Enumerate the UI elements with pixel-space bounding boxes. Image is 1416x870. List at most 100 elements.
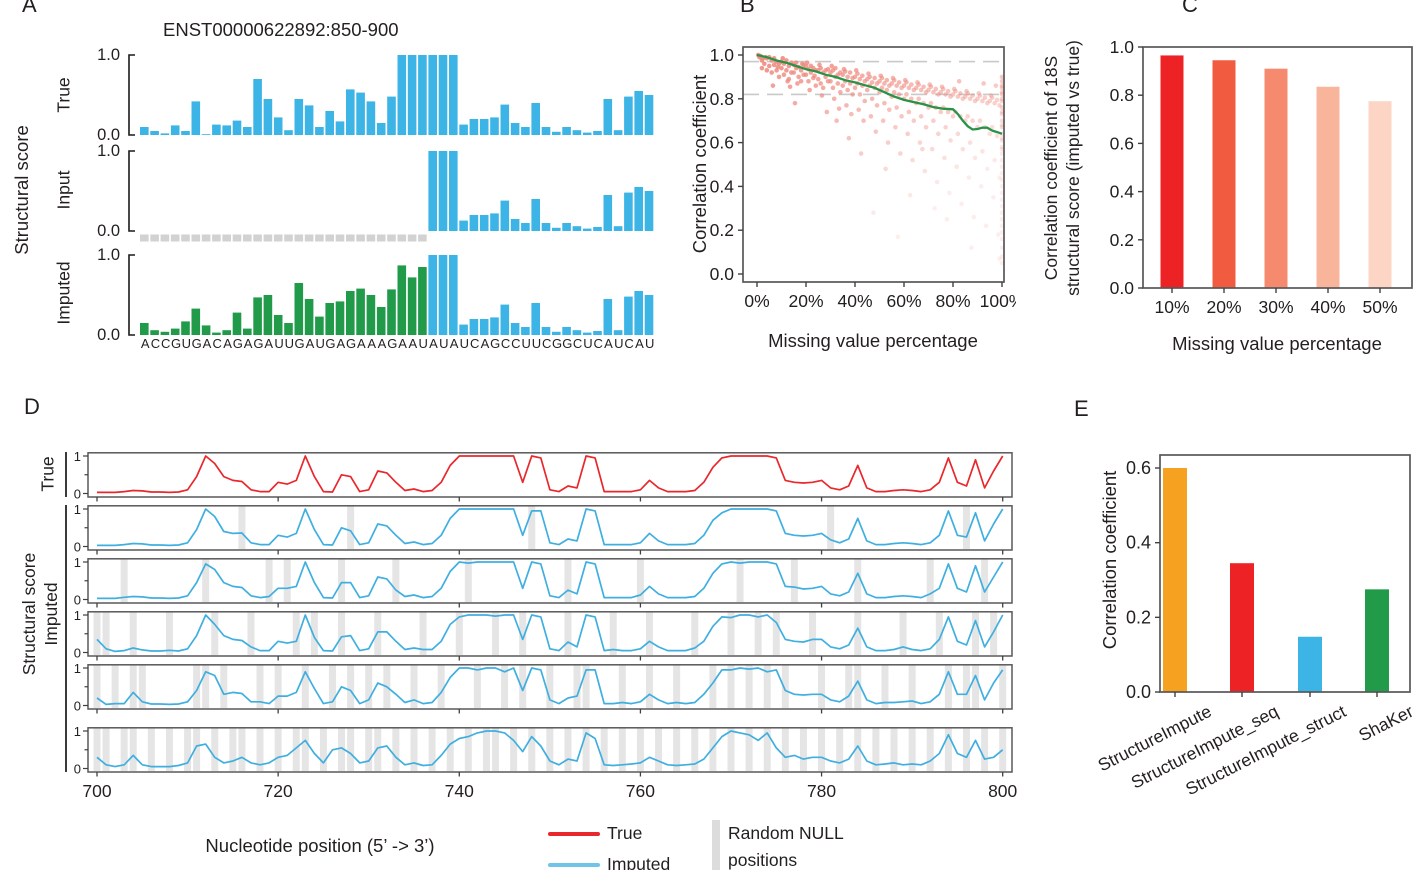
- tick-label: 0.2: [1126, 607, 1151, 627]
- tick-label: 1: [74, 558, 81, 570]
- tick-label: 30%: [1258, 297, 1293, 317]
- sequence-letter: U: [439, 336, 449, 351]
- sequence-letter: A: [429, 336, 438, 351]
- panel-d-row-chart-3: 10: [74, 611, 1013, 661]
- sequence-letter: A: [223, 336, 232, 351]
- sequence-letter: G: [562, 336, 573, 351]
- sequence-letter: G: [346, 336, 357, 351]
- sequence-letter: A: [398, 336, 407, 351]
- panel-d-row-chart-1: 10: [74, 505, 1013, 555]
- tick-label: 0.2: [710, 220, 734, 240]
- panel-d-xtick-label: 720: [263, 781, 293, 801]
- panel-c-xlabel: Missing value percentage: [1172, 333, 1382, 354]
- tick-label: 1.0: [710, 45, 735, 65]
- sequence-letter: C: [511, 336, 521, 351]
- sequence-letter: C: [212, 336, 222, 351]
- panel-a-ytick: 0.0: [97, 222, 120, 240]
- sequence-letter: A: [635, 336, 644, 351]
- sequence-letter: U: [181, 336, 192, 351]
- tick-label: 0: [74, 540, 81, 555]
- tick-label: 1: [74, 727, 81, 739]
- panel-a-rowlabel-imputed: Imputed: [53, 261, 74, 325]
- sequence-letter: C: [624, 336, 634, 351]
- sequence-letter: U: [274, 336, 284, 351]
- sequence-letter: A: [367, 336, 377, 351]
- tick-label: 10%: [1154, 297, 1189, 317]
- panel-d-xtick-label: 700: [82, 781, 112, 801]
- panel-a-chart-input: [128, 150, 654, 242]
- sequence-letter: A: [336, 336, 346, 351]
- sequence-letter: U: [645, 336, 655, 351]
- sequence-letter: U: [418, 336, 428, 351]
- panel-d-row-chart-2: 10: [74, 558, 1013, 608]
- sequence-letter: G: [170, 336, 182, 351]
- panel-d-rowlabel-true: True: [37, 456, 58, 492]
- sequence-letter: U: [521, 336, 531, 351]
- panel-a-ytick: 1.0: [97, 46, 120, 64]
- sequence-letter: A: [480, 336, 490, 351]
- sequence-letter: G: [294, 336, 305, 351]
- panel-d-row-chart-0: 10: [74, 452, 1013, 502]
- panel-d-label: D: [24, 394, 40, 419]
- sequence-letter: G: [490, 336, 501, 351]
- tick-label: 1: [74, 452, 81, 464]
- panel-c-label: C: [1182, 0, 1198, 17]
- panel-d-xlabel: Nucleotide position (5’ -> 3’): [205, 835, 435, 856]
- sequence-letter: U: [531, 336, 542, 351]
- sequence-letter: C: [593, 336, 603, 351]
- panel-b-label: B: [740, 0, 755, 17]
- sequence-letter: A: [604, 336, 613, 351]
- sequence-letter: A: [377, 336, 387, 351]
- sequence-letter: C: [469, 336, 480, 351]
- tick-label: 0: [74, 487, 81, 502]
- tick-label: 50%: [1362, 297, 1397, 317]
- sequence-letter: G: [387, 336, 398, 351]
- tick-label: 0.2: [1110, 230, 1134, 250]
- tick-label: 40%: [1310, 297, 1345, 317]
- legend-true-label: True: [607, 823, 643, 843]
- legend-imputed-line-swatch: [548, 863, 600, 867]
- tick-label: 40%: [837, 291, 872, 311]
- sequence-letter: A: [243, 336, 253, 351]
- sequence-letter: U: [459, 336, 470, 351]
- tick-label: 0.6: [1126, 458, 1151, 478]
- tick-label: 100%: [980, 291, 1016, 311]
- panel-a-chart-imputed: [128, 254, 654, 336]
- tick-label: 20%: [1206, 297, 1241, 317]
- panel-d-row-chart-4: 10: [74, 664, 1013, 714]
- panel-e-label: E: [1074, 396, 1089, 421]
- panel-d-row-chart-5: 10: [74, 727, 1013, 777]
- sequence-letter: U: [284, 336, 294, 351]
- tick-label: 0: [74, 762, 81, 777]
- panel-d-xtick-label: 780: [806, 781, 837, 801]
- sequence-letter: U: [583, 336, 593, 351]
- sequence-letter: C: [150, 336, 161, 351]
- legend-true-line-swatch: [548, 832, 600, 836]
- panel-a-ytick: 1.0: [97, 246, 120, 264]
- sequence-letter: A: [357, 336, 366, 351]
- panel-a-ytick: 0.0: [97, 126, 120, 144]
- panel-c-chart: 10% 20% 30% 40% 50% 0.0 0.2 0.4 0.6 0.8 1.0: [1110, 40, 1413, 317]
- legend-null-label: Random NULL positions: [728, 823, 844, 870]
- sequence-letter: C: [500, 336, 511, 351]
- tick-label: 0.0: [1126, 682, 1151, 702]
- sequence-letter: C: [542, 336, 552, 351]
- tick-label: 0.4: [1110, 182, 1135, 202]
- tick-label: 0: [74, 699, 81, 714]
- legend-imputed-label: Imputed: [607, 854, 671, 870]
- tick-label: 60%: [886, 291, 921, 311]
- sequence-letter: G: [232, 336, 243, 351]
- sequence-letter: U: [315, 336, 325, 351]
- panel-a-title: ENST00000622892:850-900: [163, 19, 399, 40]
- sequence-letter: A: [305, 336, 315, 351]
- sequence-letter: A: [264, 336, 274, 351]
- sequence-letter: A: [140, 336, 150, 351]
- panel-e-chart: 0.0 0.2 0.4 0.6: [1126, 454, 1411, 702]
- panel-a-ylabel: Structural score: [11, 125, 32, 255]
- tick-label: 80%: [935, 291, 970, 311]
- panel-d-bracket-true: [65, 452, 67, 497]
- tick-label: 0.6: [1110, 133, 1134, 153]
- panel-d-xtick-label: 760: [625, 781, 655, 801]
